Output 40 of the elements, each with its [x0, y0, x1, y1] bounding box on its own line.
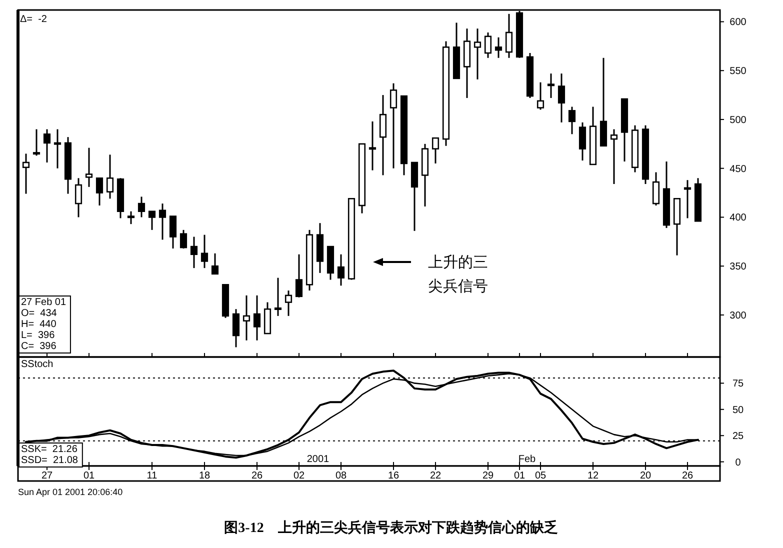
x-tick-label: 27: [41, 470, 53, 482]
y-tick-label: 75: [732, 378, 744, 390]
x-tick-label: 22: [430, 470, 442, 482]
annotation: L= 396: [21, 330, 56, 341]
y-tick-label: 25: [732, 431, 744, 442]
y-tick-label: 450: [730, 164, 747, 175]
annotation: 27 Feb 01: [21, 297, 66, 308]
x-tick-label: 05: [534, 470, 546, 482]
x-tick-label: 11: [146, 470, 158, 482]
caption: 图3-12 上升的三尖兵信号表示对下跌趋势信心的缺乏: [224, 519, 558, 536]
y-tick-label: 400: [730, 212, 747, 224]
x-tick-label: 16: [388, 470, 400, 482]
x-tick-label: 26: [251, 470, 263, 482]
y-tick-label: 0: [735, 457, 742, 468]
x-tick-label: 01: [83, 470, 95, 482]
y-tick-label: 600: [730, 17, 747, 28]
x-tick-label: 01: [514, 470, 526, 482]
annotation: Δ= -2: [20, 14, 48, 25]
x-tick-label: 20: [640, 470, 652, 482]
y-tick-label: 550: [730, 66, 747, 78]
y-tick-label: 300: [730, 310, 747, 322]
annotation: 2001: [306, 454, 330, 465]
annotation: O= 434: [21, 308, 58, 319]
y-tick-label: 350: [730, 262, 747, 273]
annotation: SSD= 21.08: [21, 455, 78, 466]
x-tick-label: 12: [587, 470, 599, 482]
chart-title: SStoch: [21, 359, 54, 370]
text: Sun Apr 01 2001 20:06:40: [18, 487, 123, 497]
y-tick-label: 500: [730, 114, 747, 126]
x-tick-label: 29: [482, 470, 494, 482]
x-tick-label: 08: [335, 470, 347, 482]
annotation: 上升的三尖兵信号: [428, 254, 488, 295]
x-tick-label: 02: [293, 470, 305, 482]
y-tick-label: 50: [732, 404, 744, 416]
annotation: H= 440: [21, 319, 57, 330]
x-tick-label: 26: [682, 470, 694, 482]
x-tick-label: 18: [198, 470, 210, 482]
annotation: C= 396: [21, 341, 57, 352]
annotation: Feb: [518, 454, 536, 465]
annotation: SSK= 21.26: [21, 444, 78, 455]
